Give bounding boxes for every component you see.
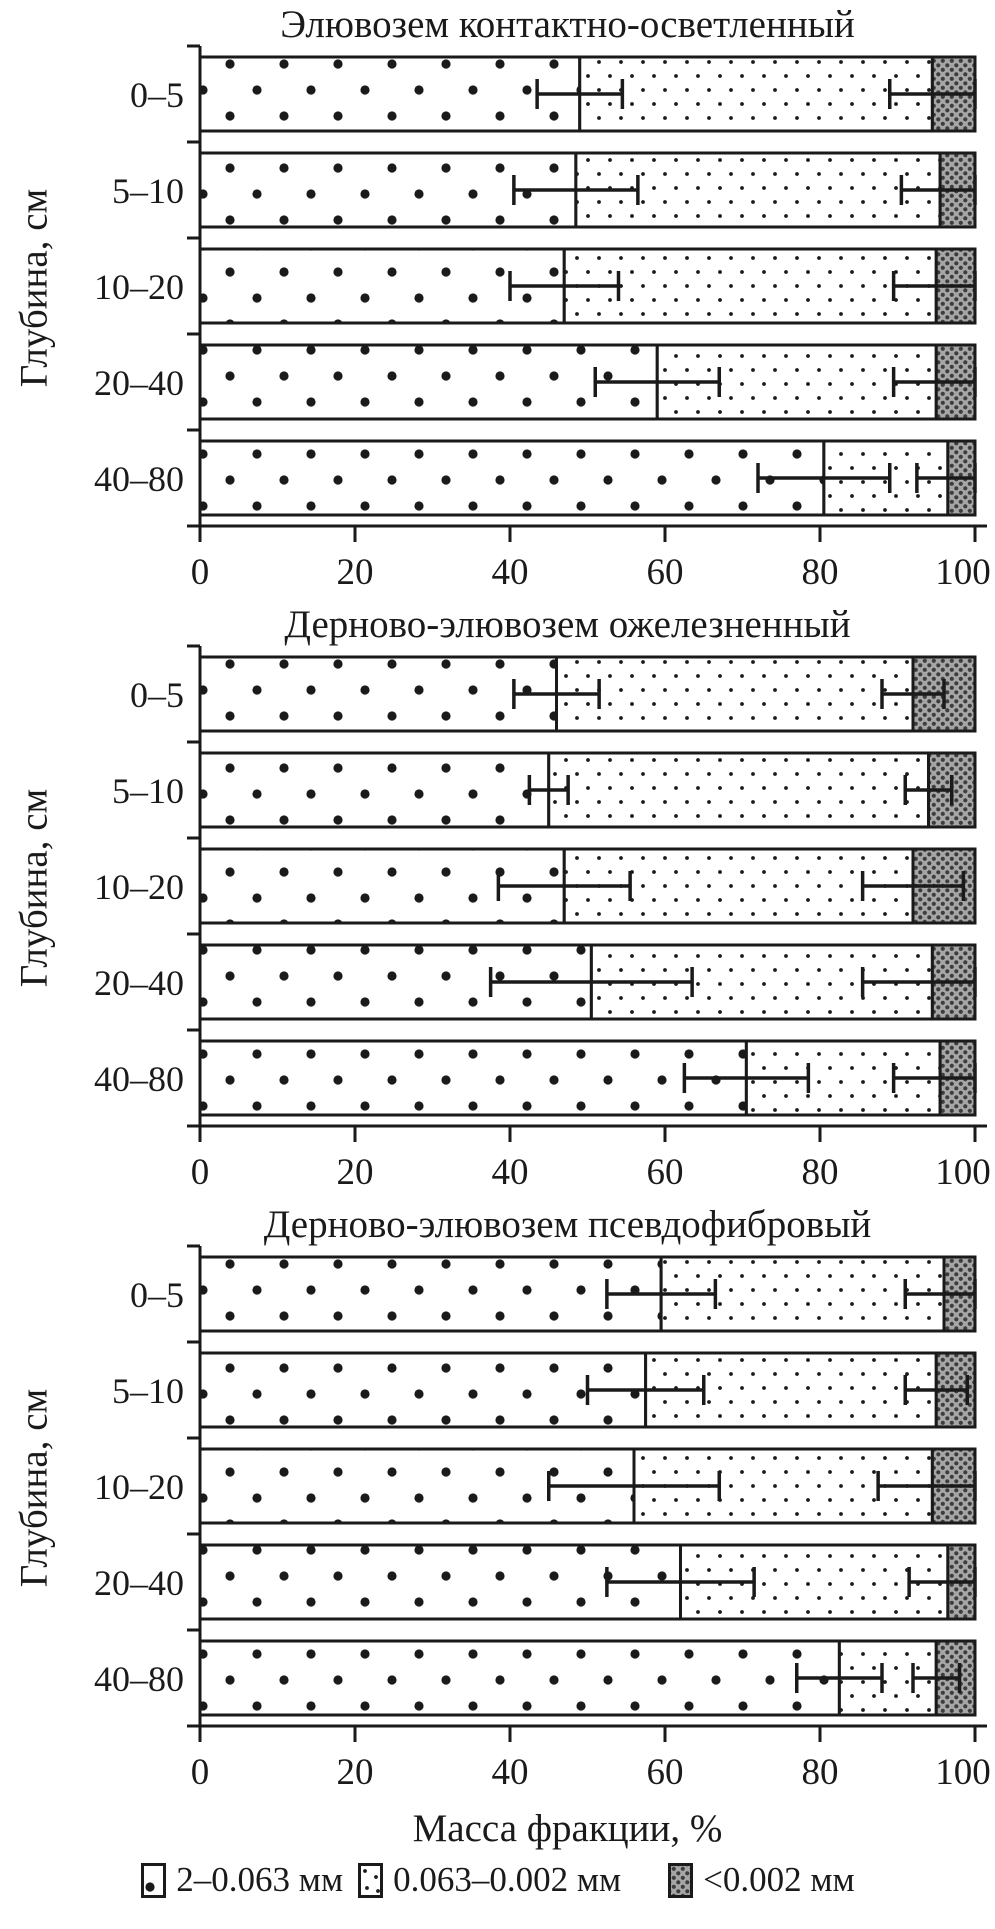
legend-item-clay: <0.002 мм — [667, 1860, 855, 1900]
svg-text:100: 100 — [935, 552, 991, 593]
panel-3-plot: 0–5 5–10 10–20 20–40 40–80 0 20 40 60 80 100 — [94, 1244, 991, 1793]
svg-text:60: 60 — [647, 552, 684, 593]
legend-label-clay: <0.002 мм — [703, 1860, 855, 1899]
fine-dots-swatch-icon — [358, 1862, 384, 1898]
panel-3: Дерново-элювозем псевдофибровый Глубина,… — [0, 1200, 995, 1800]
svg-text:0–5: 0–5 — [130, 75, 184, 115]
svg-text:60: 60 — [647, 1752, 684, 1793]
svg-text:5–10: 5–10 — [112, 771, 184, 811]
panel-2-title: Дерново-элювозем ожелезненный — [284, 603, 851, 646]
legend: 2–0.063 мм 0.063–0.002 мм <0.002 мм — [0, 1860, 995, 1900]
svg-text:80: 80 — [802, 552, 839, 593]
legend-label-fine: 0.063–0.002 мм — [393, 1860, 622, 1899]
svg-text:60: 60 — [647, 1152, 684, 1193]
svg-text:10–20: 10–20 — [94, 1467, 184, 1507]
panel-2: Дерново-элювозем ожелезненный Глубина, с… — [0, 600, 995, 1200]
x-axis-label: Масса фракции, % — [412, 1807, 723, 1850]
panel-1: Элювозем контактно-осветленный Глубина, … — [0, 0, 995, 600]
svg-text:20–40: 20–40 — [94, 1563, 184, 1603]
panel-1-title: Элювозем контактно-осветленный — [280, 3, 855, 46]
svg-text:80: 80 — [802, 1152, 839, 1193]
panel-1-plot: 0–5 5–10 10–20 20–40 40–80 0 20 40 60 80 100 — [94, 44, 991, 593]
svg-text:20: 20 — [337, 1752, 374, 1793]
svg-text:5–10: 5–10 — [112, 1371, 184, 1411]
legend-label-coarse: 2–0.063 мм — [176, 1860, 344, 1899]
svg-text:0: 0 — [191, 552, 210, 593]
panel-2-plot: 0–5 5–10 10–20 20–40 40–80 0 20 40 60 80 100 — [94, 644, 991, 1193]
svg-text:20: 20 — [337, 552, 374, 593]
legend-item-fine: 0.063–0.002 мм — [357, 1860, 621, 1900]
svg-text:5–10: 5–10 — [112, 171, 184, 211]
svg-text:20–40: 20–40 — [94, 363, 184, 403]
svg-text:10–20: 10–20 — [94, 267, 184, 307]
svg-text:10–20: 10–20 — [94, 867, 184, 907]
svg-text:100: 100 — [935, 1752, 991, 1793]
svg-text:40–80: 40–80 — [94, 1059, 184, 1099]
svg-text:40–80: 40–80 — [94, 1659, 184, 1699]
svg-text:40: 40 — [492, 1152, 529, 1193]
coarse-dots-swatch-icon — [141, 1862, 167, 1898]
svg-text:40: 40 — [492, 1752, 529, 1793]
svg-text:0–5: 0–5 — [130, 675, 184, 715]
svg-text:40: 40 — [492, 552, 529, 593]
svg-text:100: 100 — [935, 1152, 991, 1193]
panel-3-title: Дерново-элювозем псевдофибровый — [263, 1203, 872, 1246]
svg-text:80: 80 — [802, 1752, 839, 1793]
svg-text:0: 0 — [191, 1752, 210, 1793]
svg-text:40–80: 40–80 — [94, 459, 184, 499]
legend-item-coarse: 2–0.063 мм — [140, 1860, 343, 1900]
svg-text:0: 0 — [191, 1152, 210, 1193]
dark-mesh-swatch-icon — [668, 1862, 694, 1898]
svg-text:20–40: 20–40 — [94, 963, 184, 1003]
svg-text:20: 20 — [337, 1152, 374, 1193]
svg-text:0–5: 0–5 — [130, 1275, 184, 1315]
